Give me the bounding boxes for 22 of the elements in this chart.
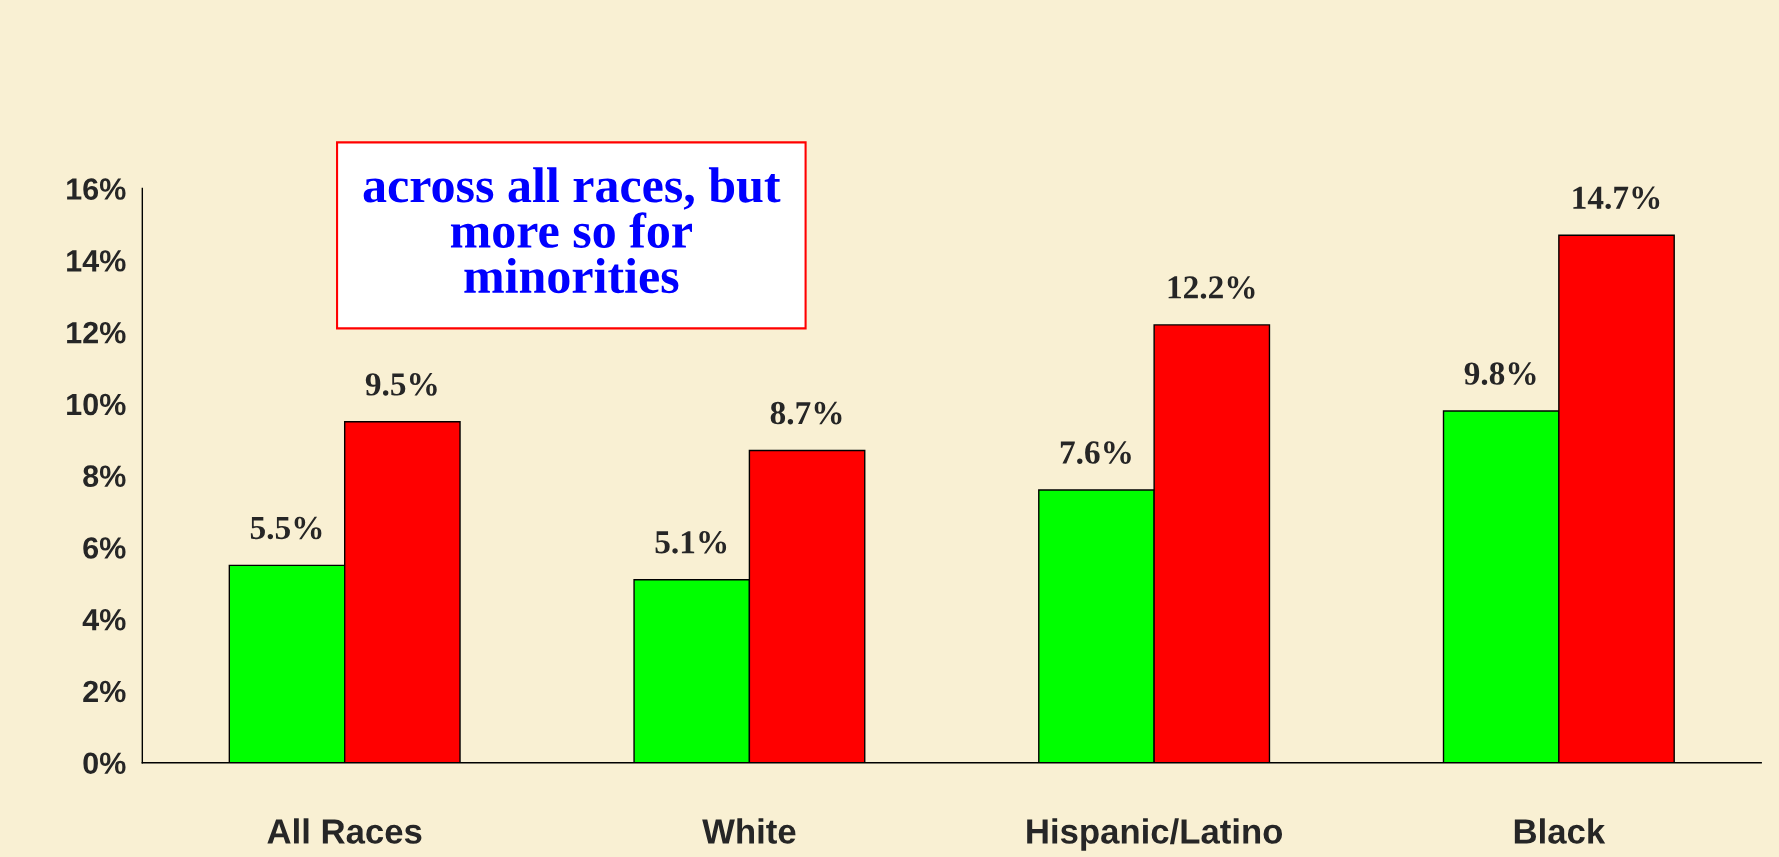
data-label: 5.5% [250,516,322,540]
data-label: 14.7% [1573,186,1660,210]
x-tick-label: All Races [267,818,422,844]
y-tick-label: 2% [83,680,126,703]
y-tick-label: 0% [83,752,126,775]
x-tick-label: White [702,818,796,844]
data-label: 12.2% [1168,276,1255,299]
y-tick-label: 6% [83,537,126,559]
data-label: 8.7% [770,401,842,425]
data-label: 9.8% [1464,362,1536,385]
y-tick-label: 4% [82,608,126,631]
y-tick-label: 14% [67,250,126,272]
y-tick-label: 16% [67,178,126,200]
y-tick-label: 10% [67,393,126,416]
y-tick-label: 12% [67,321,126,344]
x-tick-label: Black [1514,818,1606,844]
annotation: across all races, but more so for minorities [363,167,781,294]
data-label: 5.1% [655,531,727,554]
data-label: 7.6% [1060,441,1131,464]
y-tick-label: 8% [83,465,126,488]
data-label: 9.5% [365,373,437,396]
x-tick-label: Hispanic/Latino [1027,818,1283,851]
